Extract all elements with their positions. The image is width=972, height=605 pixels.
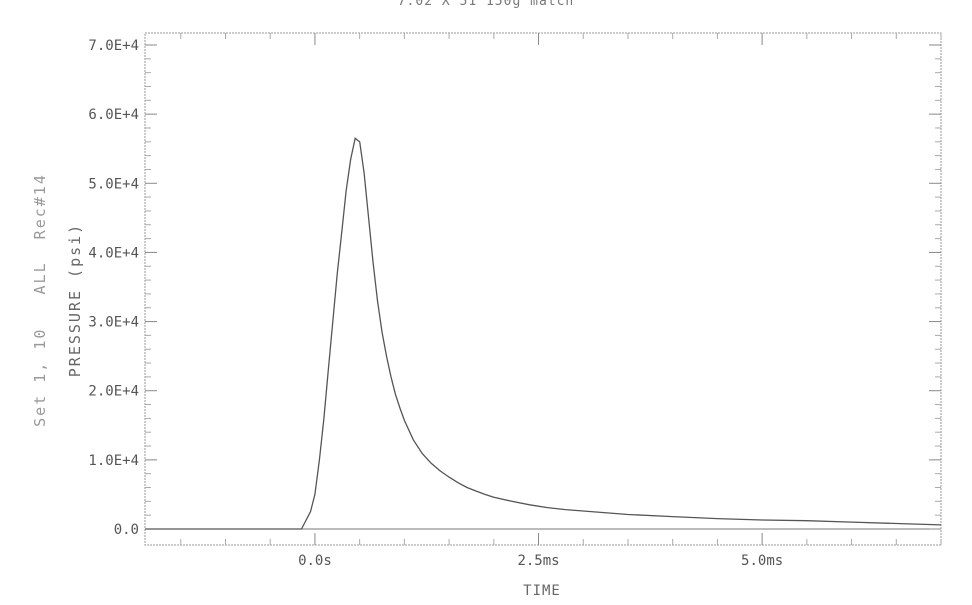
- y-tick-label: 3.0E+4: [88, 315, 139, 331]
- y-tick-label: 7.0E+4: [88, 38, 139, 54]
- x-tick-label: 0.0s: [298, 553, 332, 569]
- x-axis-label: TIME: [523, 583, 561, 599]
- pressure-trace: [145, 137, 942, 530]
- chart-title: 7.02 X 51 150g match: [397, 0, 575, 9]
- y-tick-label: 2.0E+4: [88, 384, 139, 400]
- y-tick-label: 6.0E+4: [88, 107, 139, 123]
- y-tick-label: 1.0E+4: [88, 453, 139, 469]
- x-tick-label: 2.5ms: [517, 553, 559, 569]
- x-tick-label: 5.0ms: [741, 553, 783, 569]
- plot-frame: [144, 32, 942, 546]
- y-tick-label: 4.0E+4: [88, 245, 139, 261]
- y-tick-label: 5.0E+4: [88, 176, 139, 192]
- y-tick-label: 0.0: [114, 522, 139, 538]
